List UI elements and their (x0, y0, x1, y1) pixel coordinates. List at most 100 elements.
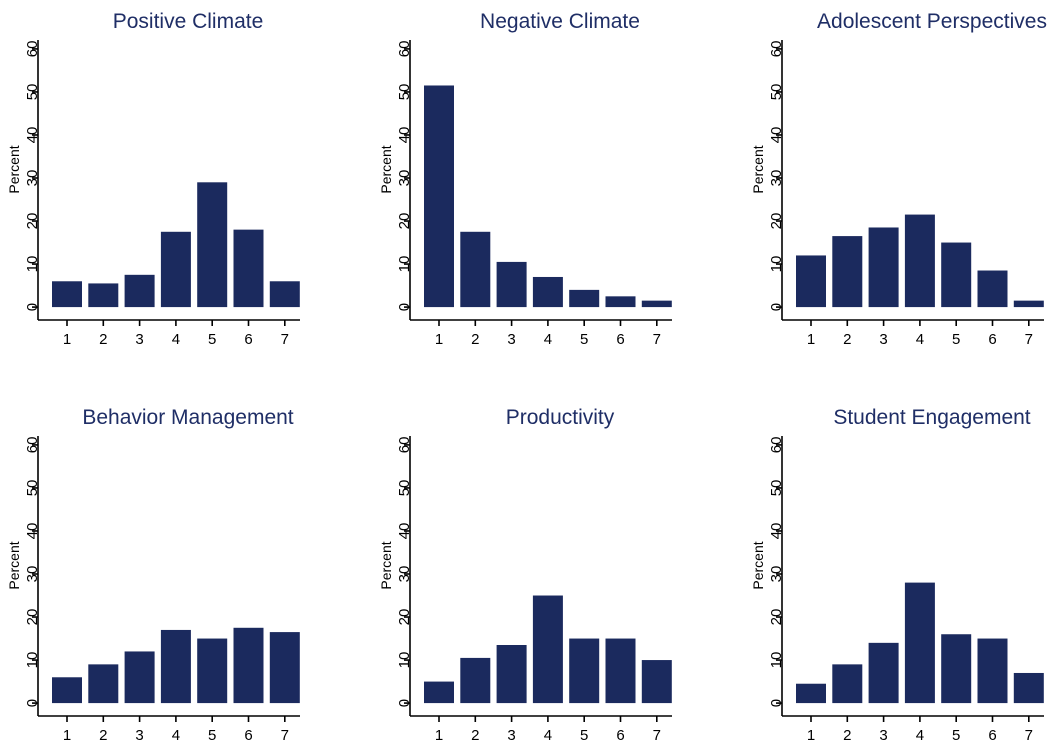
y-tick-label: 0 (24, 699, 41, 707)
chart-panel-2: Negative Climate Percent 0 10 20 30 40 50 60 1 2 3 4… (378, 10, 672, 348)
chart-panel-3: Adolescent Perspectives Percent 0 10 20 30 40 5… (750, 10, 1047, 348)
x-tick-label: 1 (807, 331, 815, 348)
y-tick-label: 30 (396, 170, 413, 187)
bar-4 (160, 231, 191, 308)
x-tick-label: 4 (544, 331, 552, 348)
x-tick-label: 3 (135, 331, 143, 348)
x-tick-label: 6 (988, 331, 996, 348)
y-tick-label: 40 (396, 127, 413, 144)
y-tick-label: 0 (768, 699, 785, 707)
y-tick-label: 50 (396, 480, 413, 497)
bar-1 (52, 677, 82, 704)
y-tick-label: 60 (768, 437, 785, 454)
y-tick-label: 50 (768, 480, 785, 497)
bar-7 (641, 660, 672, 704)
bar-4 (160, 629, 191, 704)
y-axis-label: Percent (378, 145, 394, 193)
y-tick-label: 10 (768, 652, 785, 669)
bar-2 (460, 657, 491, 704)
x-tick-label: 1 (63, 331, 71, 348)
x-tick-label: 6 (616, 331, 624, 348)
x-tick-label: 1 (807, 727, 815, 744)
y-tick-label: 20 (768, 213, 785, 230)
y-tick-label: 0 (768, 303, 785, 311)
y-tick-label: 60 (396, 437, 413, 454)
bar-7 (1013, 672, 1044, 704)
x-tick-label: 2 (471, 727, 479, 744)
bar-7 (269, 281, 300, 308)
x-tick-label: 6 (244, 727, 252, 744)
x-tick-label: 5 (580, 331, 588, 348)
x-tick-label: 3 (507, 727, 515, 744)
bar-4 (532, 595, 563, 704)
x-tick-label: 3 (879, 727, 887, 744)
x-tick-label: 7 (1025, 331, 1033, 348)
x-tick-label: 5 (952, 727, 960, 744)
y-tick-label: 10 (396, 256, 413, 273)
x-tick-label: 7 (653, 727, 661, 744)
y-axis-label: Percent (6, 145, 22, 193)
y-tick-label: 20 (24, 609, 41, 626)
x-tick-label: 4 (172, 331, 180, 348)
y-tick-label: 60 (768, 41, 785, 58)
bar-2 (832, 664, 863, 704)
x-tick-label: 7 (1025, 727, 1033, 744)
x-tick-label: 3 (507, 331, 515, 348)
bar-2 (88, 664, 119, 704)
x-tick-label: 6 (988, 727, 996, 744)
chart-title: Student Engagement (833, 406, 1030, 429)
x-tick-label: 5 (952, 331, 960, 348)
bar-6 (605, 296, 636, 308)
chart-title: Negative Climate (480, 10, 640, 33)
bar-7 (269, 632, 300, 704)
chart-title: Productivity (506, 406, 615, 429)
chart-panel-1: Positive Climate Percent 0 10 20 30 40 50 60 1 2 3 4… (6, 10, 300, 348)
y-tick-label: 50 (24, 84, 41, 101)
y-tick-label: 10 (24, 256, 41, 273)
y-tick-label: 10 (396, 652, 413, 669)
x-tick-label: 2 (843, 331, 851, 348)
y-tick-label: 30 (396, 566, 413, 583)
y-tick-label: 50 (24, 480, 41, 497)
x-tick-label: 1 (435, 727, 443, 744)
x-tick-label: 3 (135, 727, 143, 744)
y-tick-label: 0 (396, 699, 413, 707)
x-tick-label: 3 (879, 331, 887, 348)
y-tick-label: 20 (768, 609, 785, 626)
bar-6 (233, 627, 264, 704)
x-tick-label: 6 (616, 727, 624, 744)
x-tick-label: 7 (281, 727, 289, 744)
y-tick-label: 30 (768, 566, 785, 583)
x-tick-label: 7 (281, 331, 289, 348)
y-tick-label: 40 (768, 523, 785, 540)
chart-title: Adolescent Perspectives (817, 10, 1047, 33)
x-tick-label: 7 (653, 331, 661, 348)
y-tick-label: 10 (24, 652, 41, 669)
x-tick-label: 6 (244, 331, 252, 348)
bar-6 (977, 638, 1008, 704)
bar-3 (124, 651, 155, 704)
x-tick-label: 4 (916, 331, 924, 348)
bar-4 (532, 276, 563, 308)
bar-3 (868, 642, 899, 704)
y-tick-label: 0 (396, 303, 413, 311)
y-tick-label: 60 (24, 41, 41, 58)
bar-6 (233, 229, 264, 308)
x-tick-label: 4 (916, 727, 924, 744)
bar-3 (868, 227, 899, 308)
x-tick-label: 2 (99, 331, 107, 348)
y-axis-label: Percent (378, 541, 394, 589)
y-axis-label: Percent (750, 145, 766, 193)
x-tick-label: 5 (580, 727, 588, 744)
bar-3 (496, 261, 527, 308)
y-tick-label: 40 (24, 127, 41, 144)
y-tick-label: 20 (396, 609, 413, 626)
x-tick-label: 2 (843, 727, 851, 744)
x-tick-label: 2 (99, 727, 107, 744)
y-tick-label: 50 (396, 84, 413, 101)
bar-2 (88, 283, 119, 308)
x-tick-label: 4 (172, 727, 180, 744)
bar-1 (424, 681, 454, 704)
bar-3 (124, 274, 155, 308)
x-tick-label: 5 (208, 727, 216, 744)
